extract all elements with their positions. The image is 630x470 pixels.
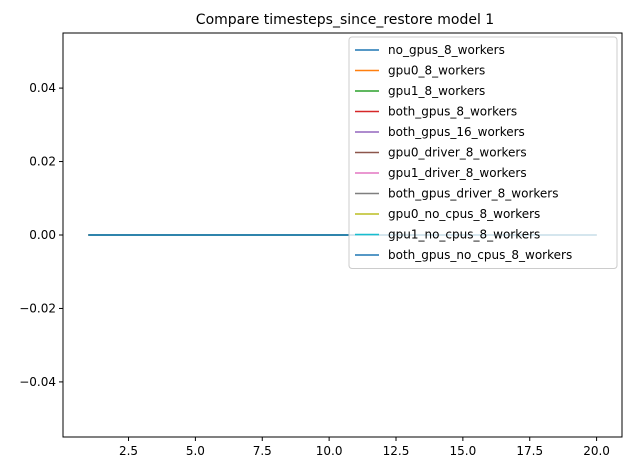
y-tick-label: 0.04 — [29, 81, 56, 95]
x-axis: 2.5 5.0 7.5 10.0 12.5 15.0 17.5 20.0 — [119, 437, 610, 458]
chart-title: Compare timesteps_since_restore model 1 — [196, 12, 494, 28]
legend-label: both_gpus_8_workers — [388, 105, 517, 119]
legend-label: gpu0_8_workers — [388, 64, 485, 78]
x-tick-label: 5.0 — [186, 444, 205, 458]
x-tick-label: 12.5 — [383, 444, 410, 458]
legend-label: both_gpus_driver_8_workers — [388, 187, 558, 201]
y-axis: −0.04 −0.02 0.00 0.02 0.04 — [19, 81, 63, 389]
legend-label: gpu1_driver_8_workers — [388, 166, 527, 180]
legend-label: gpu1_8_workers — [388, 84, 485, 98]
legend: no_gpus_8_workers gpu0_8_workers gpu1_8_wo… — [348, 36, 618, 269]
x-tick-label: 10.0 — [316, 444, 343, 458]
plot-frame — [62, 32, 623, 438]
x-tick-label: 2.5 — [119, 444, 138, 458]
legend-label: both_gpus_no_cpus_8_workers — [388, 248, 572, 262]
legend-label: no_gpus_8_workers — [388, 43, 505, 57]
x-tick-label: 17.5 — [516, 444, 543, 458]
legend-label: gpu0_driver_8_workers — [388, 146, 527, 160]
legend-box — [348, 36, 618, 269]
legend-label: gpu1_no_cpus_8_workers — [388, 228, 540, 242]
y-tick-label: 0.02 — [29, 155, 56, 169]
x-tick-label: 7.5 — [253, 444, 272, 458]
y-tick-label: −0.02 — [19, 301, 56, 315]
x-tick-label: 20.0 — [583, 444, 610, 458]
y-tick-label: 0.00 — [29, 228, 56, 242]
legend-label: gpu0_no_cpus_8_workers — [388, 207, 540, 221]
y-tick-label: −0.04 — [19, 375, 56, 389]
x-tick-label: 15.0 — [449, 444, 476, 458]
legend-label: both_gpus_16_workers — [388, 125, 525, 139]
